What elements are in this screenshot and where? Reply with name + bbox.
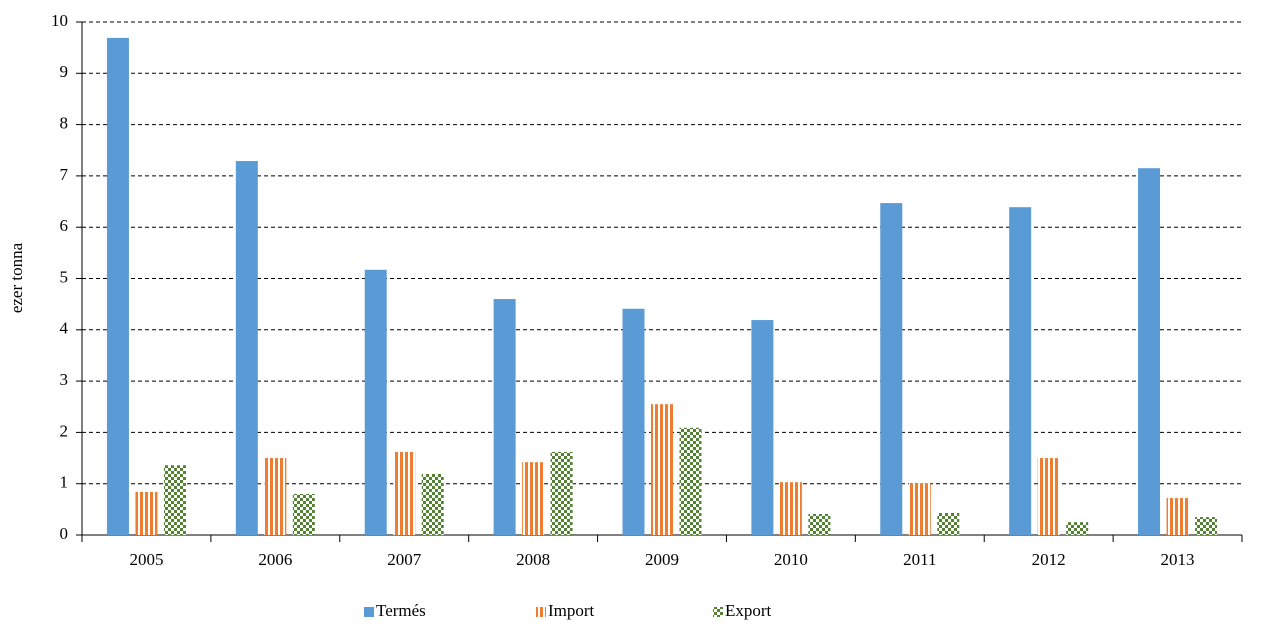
- x-tick-label: 2010: [774, 550, 808, 569]
- bar: [364, 269, 387, 535]
- bar: [779, 482, 802, 535]
- x-tick-label: 2008: [516, 550, 550, 569]
- y-tick-label: 10: [51, 11, 68, 30]
- legend-label: Export: [725, 601, 772, 620]
- bar: [937, 512, 960, 535]
- bar: [808, 513, 831, 535]
- bar: [163, 465, 186, 535]
- y-tick-label: 3: [60, 370, 69, 389]
- bar: [651, 404, 673, 535]
- bar: [550, 451, 573, 535]
- legend-label: Import: [548, 601, 595, 620]
- bar: [908, 483, 931, 535]
- bar: [622, 308, 645, 535]
- y-tick-label: 9: [60, 62, 69, 81]
- legend-marker: [713, 607, 723, 617]
- bar: [1166, 498, 1189, 535]
- bar: [1138, 168, 1161, 535]
- bar: [880, 203, 903, 536]
- x-tick-label: 2005: [129, 550, 163, 569]
- y-tick-label: 7: [60, 165, 69, 184]
- bar: [1009, 207, 1032, 535]
- bar: [393, 451, 416, 535]
- legend-marker: [364, 607, 374, 617]
- x-tick-label: 2013: [1161, 550, 1195, 569]
- legend-label: Termés: [376, 601, 426, 620]
- bar: [522, 462, 545, 535]
- bar: [421, 473, 444, 535]
- y-tick-label: 2: [60, 421, 69, 440]
- y-tick-label: 5: [60, 267, 69, 286]
- bar: [1195, 517, 1218, 535]
- bar: [751, 320, 774, 535]
- y-tick-label: 0: [60, 524, 69, 543]
- bar: [679, 427, 702, 535]
- bar: [264, 458, 287, 535]
- legend-marker: [536, 607, 546, 617]
- y-axis-label: ezer tonna: [7, 242, 26, 313]
- x-tick-label: 2012: [1032, 550, 1066, 569]
- y-tick-label: 4: [60, 319, 69, 338]
- y-tick-label: 8: [60, 114, 69, 133]
- y-tick-label: 6: [60, 216, 69, 235]
- bar: [1037, 458, 1060, 535]
- bar: [235, 161, 258, 535]
- bar: [292, 493, 315, 535]
- x-tick-label: 2006: [258, 550, 292, 569]
- x-tick-label: 2007: [387, 550, 422, 569]
- bar: [1066, 522, 1089, 535]
- bar: [106, 37, 129, 535]
- bar: [135, 491, 158, 535]
- x-tick-label: 2011: [903, 550, 936, 569]
- y-tick-label: 1: [60, 473, 69, 492]
- x-tick-label: 2009: [645, 550, 679, 569]
- bar: [493, 299, 516, 535]
